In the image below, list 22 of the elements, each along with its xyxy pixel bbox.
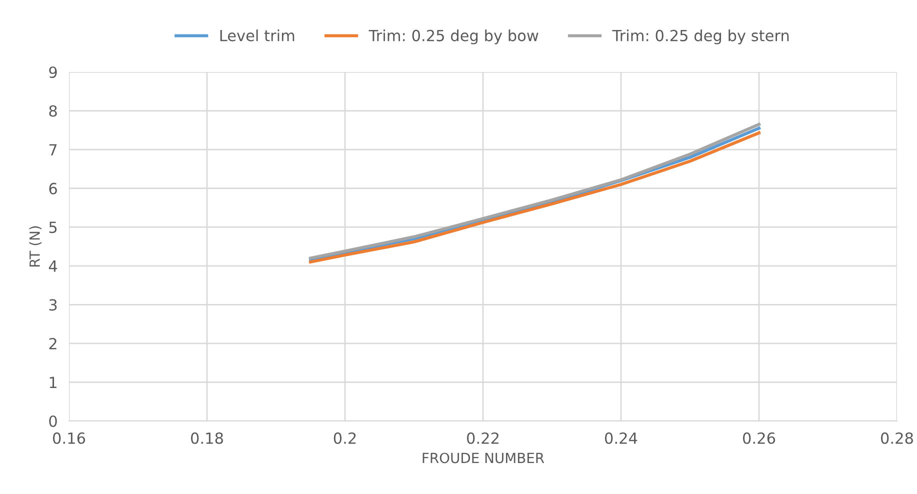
x-tick-label: 0.26: [743, 432, 776, 444]
x-tick-label: 0.28: [881, 432, 913, 444]
y-tick-label: 2: [49, 338, 56, 350]
x-axis-title: FROUDE NUMBER: [422, 452, 544, 464]
x-tick-label: 0.16: [53, 432, 86, 444]
x-tick-label: 0.22: [467, 432, 498, 444]
y-tick-label: 4: [48, 260, 58, 272]
y-tick-label: 5: [49, 222, 57, 234]
y-tick-label: 1: [50, 376, 56, 388]
y-tick-label: 9: [49, 66, 57, 78]
x-tick-label: 0.18: [191, 432, 223, 444]
y-tick-label: 7: [49, 144, 57, 156]
legend-label: Trim: 0.25 deg by stern: [612, 30, 789, 44]
legend-label: Level trim: [220, 30, 294, 42]
x-tick-label: 0.24: [605, 432, 638, 444]
y-tick-label: 8: [49, 105, 57, 117]
y-tick-label: 0: [49, 415, 57, 428]
y-tick-label: 3: [49, 299, 57, 311]
y-tick-label: 6: [49, 182, 57, 194]
y-axis-title: RT (N): [29, 226, 42, 267]
x-tick-label: 0.2: [334, 432, 356, 444]
legend-label: Trim: 0.25 deg by bow: [368, 30, 538, 44]
